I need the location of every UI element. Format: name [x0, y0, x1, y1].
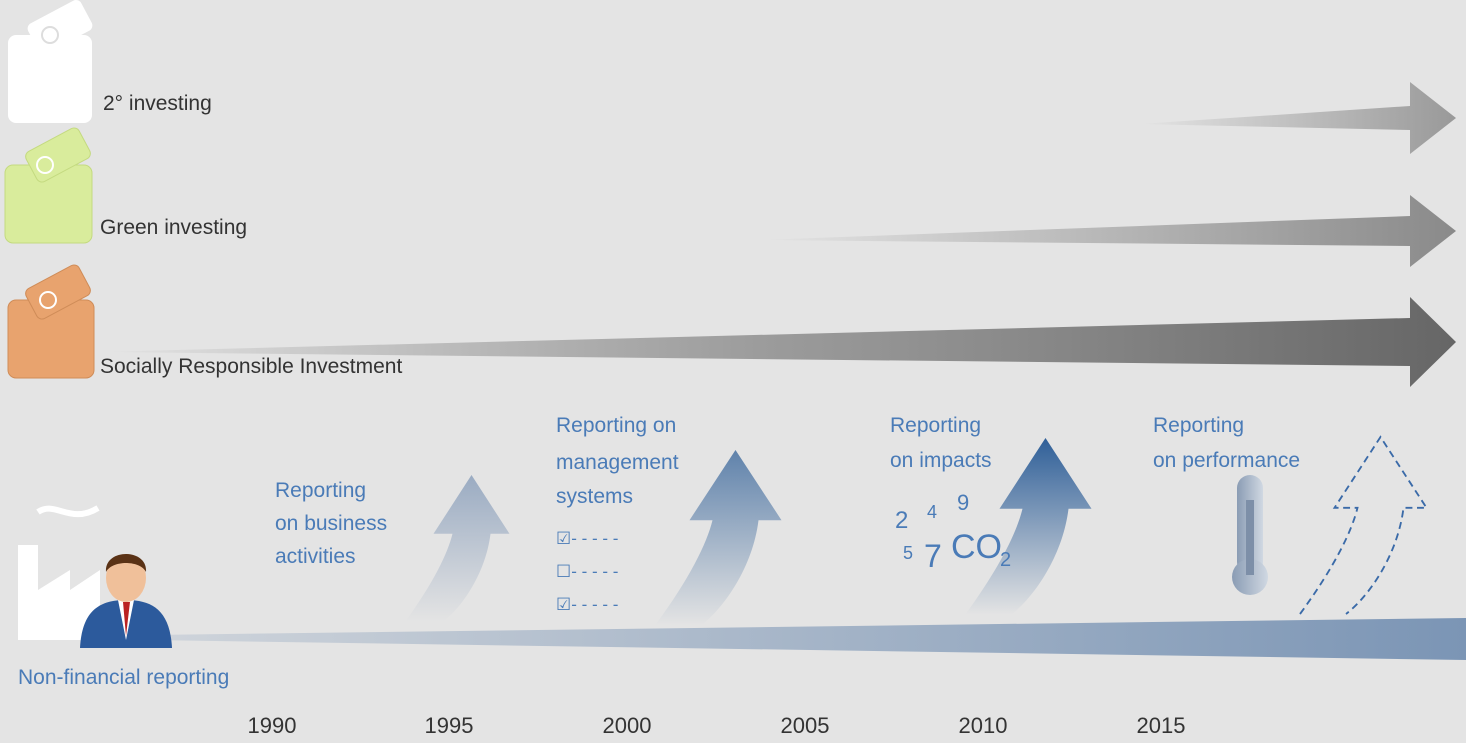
figure: 4	[927, 502, 937, 522]
diagram: 2° investing Green investing Socially Re…	[0, 0, 1466, 738]
figure: 7	[924, 538, 942, 574]
figure: 5	[903, 543, 913, 563]
year-label: 2010	[959, 713, 1008, 738]
checklist-item: ☐- - - - -	[556, 562, 618, 581]
investing-label: Socially Responsible Investment	[100, 355, 402, 378]
base-label: Non-financial reporting	[18, 666, 229, 689]
step-line: activities	[275, 545, 356, 568]
arrow-2deg	[1140, 82, 1456, 154]
wallet-orange	[8, 263, 94, 378]
year-label: 1995	[425, 713, 474, 738]
curved-arrow	[655, 450, 782, 626]
thermometer-icon	[1232, 475, 1268, 595]
step-line: Reporting on	[556, 414, 676, 437]
figure: CO	[951, 528, 1002, 566]
curved-arrow	[405, 475, 510, 622]
step-line: Reporting	[275, 479, 366, 502]
step-line: systems	[556, 485, 633, 508]
page: 2° investing Green investing Socially Re…	[0, 0, 1466, 738]
arrow-green	[760, 195, 1456, 267]
step-line: on impacts	[890, 449, 992, 472]
year-label: 2015	[1137, 713, 1186, 738]
step-line: on performance	[1153, 449, 1300, 472]
figure: 9	[957, 490, 969, 515]
reporting-band	[150, 618, 1466, 660]
figure: 2	[1000, 549, 1011, 571]
year-label: 1990	[248, 713, 297, 738]
year-label: 2005	[781, 713, 830, 738]
investing-label: Green investing	[100, 216, 247, 239]
checklist-item: ☑- - - - -	[556, 595, 618, 614]
step-line: Reporting	[890, 414, 981, 437]
curved-arrow-dashed	[1300, 437, 1427, 614]
checklist-item: ☑- - - - -	[556, 529, 618, 548]
wallet-white	[8, 0, 94, 123]
year-label: 2000	[603, 713, 652, 738]
figure: 2	[895, 507, 908, 534]
step-line: Reporting	[1153, 414, 1244, 437]
step-line: management	[556, 451, 679, 474]
investing-label: 2° investing	[103, 92, 212, 115]
step-line: on business	[275, 512, 387, 535]
wallet-green	[5, 126, 92, 243]
